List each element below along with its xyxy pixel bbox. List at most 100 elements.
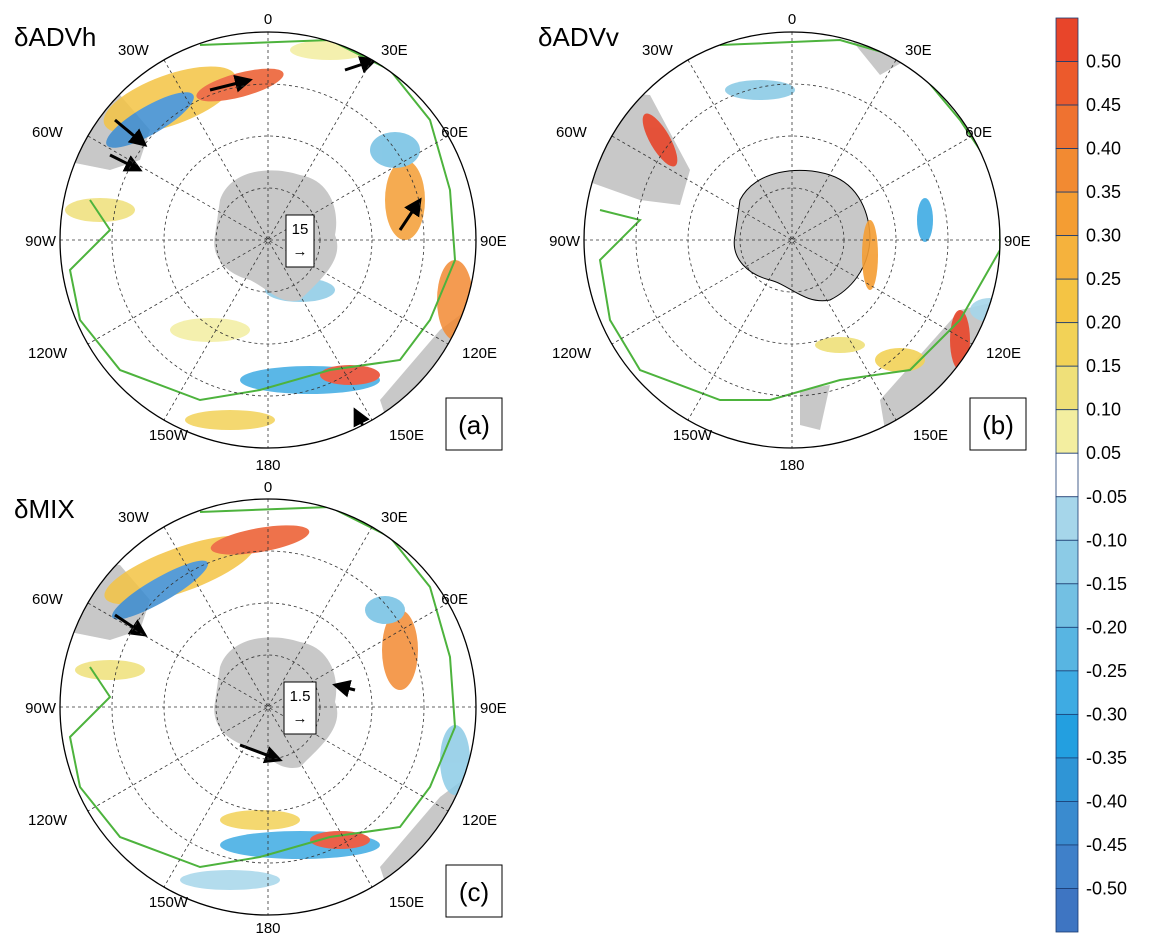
colorbar-label: 0.30 xyxy=(1086,226,1121,246)
colorbar-label: 0.35 xyxy=(1086,182,1121,202)
colorbar-label: 0.45 xyxy=(1086,95,1121,115)
colorbar-segment xyxy=(1055,322,1079,367)
svg-text:180: 180 xyxy=(255,457,280,474)
colorbar-label: -0.30 xyxy=(1086,704,1127,724)
svg-text:120E: 120E xyxy=(462,345,497,362)
vector-scale-arrow: → xyxy=(293,243,308,260)
lon-labels: 0 30E 60E 90E 120E 150E 180 150W 120W 90… xyxy=(25,11,507,474)
polar-front-line xyxy=(68,38,457,402)
svg-text:180: 180 xyxy=(255,920,280,935)
colorbar-segment xyxy=(1055,104,1079,149)
colorbar-segment xyxy=(1055,148,1079,193)
vector-arrows xyxy=(109,56,422,441)
svg-text:90E: 90E xyxy=(480,233,507,250)
colorbar-segment xyxy=(1055,539,1079,585)
svg-text:150W: 150W xyxy=(149,894,189,911)
svg-text:0: 0 xyxy=(788,11,796,28)
polar-front-line xyxy=(598,38,1000,401)
graticule xyxy=(584,32,1000,448)
colorbar-label: 0.15 xyxy=(1086,356,1121,376)
svg-text:0: 0 xyxy=(264,479,272,496)
lon-labels: 0 30E 60E 90E 120E 150E 180 150W 120W 90… xyxy=(25,479,507,935)
panel-tag-box xyxy=(445,397,503,451)
colorbar-label: 0.50 xyxy=(1086,52,1121,72)
colorbar-label: -0.50 xyxy=(1086,878,1127,898)
svg-text:60W: 60W xyxy=(556,124,588,141)
svg-text:60W: 60W xyxy=(32,124,64,141)
svg-text:30W: 30W xyxy=(118,42,150,59)
svg-text:180: 180 xyxy=(779,457,804,474)
colorbar-segment xyxy=(1055,409,1079,454)
graticule xyxy=(60,499,476,915)
colorbar-segment xyxy=(1055,583,1079,628)
svg-text:90E: 90E xyxy=(1004,233,1031,250)
panel-c: 1.5 → δMIX 0 30E 60E 90E 120E 150E 180 1… xyxy=(14,479,507,935)
panel-a: 15 → δADVh 0 30E 60E 90E 120E 150E 180 1… xyxy=(14,11,507,474)
land-new-zealand xyxy=(800,385,830,430)
colorbar-segment xyxy=(1055,670,1079,715)
colorbar-segment xyxy=(1055,713,1079,759)
svg-text:150W: 150W xyxy=(673,427,713,444)
colorbar-label: -0.20 xyxy=(1086,617,1127,637)
colorbar-label: 0.05 xyxy=(1086,443,1121,463)
graticule xyxy=(60,32,476,448)
svg-text:150E: 150E xyxy=(913,427,948,444)
panel-tag-box xyxy=(445,864,503,918)
colorbar-label: -0.25 xyxy=(1086,661,1127,681)
colorbar-segment xyxy=(1055,191,1079,237)
panel-title: δMIX xyxy=(14,494,75,524)
map-boundary xyxy=(583,31,1001,449)
svg-text:120W: 120W xyxy=(28,812,68,829)
colorbar-label: 0.25 xyxy=(1086,269,1121,289)
vector-scale-box xyxy=(283,681,317,735)
colorbar-segment xyxy=(1055,626,1079,672)
colorbar-segment xyxy=(1055,452,1079,498)
svg-text:90W: 90W xyxy=(25,700,57,717)
colorbar-segment xyxy=(1055,365,1079,411)
colorbar-segment xyxy=(1055,496,1079,541)
vector-arrows xyxy=(114,613,356,764)
svg-text:0: 0 xyxy=(264,11,272,28)
colorbar-segment xyxy=(1055,61,1079,106)
vector-scale-value: 15 xyxy=(292,221,309,238)
panel-b: δADVv 0 30E 60E 90E 120E 150E 180 150W 1… xyxy=(538,11,1031,474)
svg-text:120W: 120W xyxy=(28,345,68,362)
colorbar-segment xyxy=(1055,17,1079,62)
svg-text:30E: 30E xyxy=(381,509,408,526)
colorbar-segment xyxy=(1055,235,1079,280)
land-antarctica xyxy=(733,169,871,302)
colorbar-segment xyxy=(1055,278,1079,324)
svg-text:60E: 60E xyxy=(965,124,992,141)
svg-text:120E: 120E xyxy=(462,812,497,829)
svg-text:150W: 150W xyxy=(149,427,189,444)
colorbar-label: -0.40 xyxy=(1086,791,1127,811)
colorbar-label: 0.20 xyxy=(1086,313,1121,333)
panel-tag: (a) xyxy=(458,410,490,440)
colorbar-label: -0.05 xyxy=(1086,487,1127,507)
colorbar-segment xyxy=(1055,844,1079,889)
svg-text:150E: 150E xyxy=(389,427,424,444)
lon-labels: 0 30E 60E 90E 120E 150E 180 150W 120W 90… xyxy=(549,11,1031,474)
svg-text:90W: 90W xyxy=(25,233,57,250)
svg-text:60W: 60W xyxy=(32,591,64,608)
svg-text:30E: 30E xyxy=(905,42,932,59)
svg-text:150E: 150E xyxy=(389,894,424,911)
panel-title: δADVv xyxy=(538,22,619,52)
svg-text:30E: 30E xyxy=(381,42,408,59)
vector-scale-arrow: → xyxy=(293,710,308,727)
svg-text:90E: 90E xyxy=(480,700,507,717)
svg-text:60E: 60E xyxy=(441,591,468,608)
colorbar-label: 0.10 xyxy=(1086,400,1121,420)
svg-text:90W: 90W xyxy=(549,233,581,250)
panel-tag-box xyxy=(969,397,1027,451)
colorbar-label: 0.40 xyxy=(1086,139,1121,159)
colorbar-segment xyxy=(1055,757,1079,802)
map-boundary xyxy=(59,31,477,449)
colorbar-segment xyxy=(1055,801,1079,846)
polar-front-line xyxy=(68,505,457,869)
land-africa xyxy=(340,502,420,528)
svg-text:30W: 30W xyxy=(642,42,674,59)
svg-text:120E: 120E xyxy=(986,345,1021,362)
colorbar: 0.50 0.45 0.40 0.35 0.30 0.25 0.20 0.15 0.10 0.05… xyxy=(1055,17,1127,933)
